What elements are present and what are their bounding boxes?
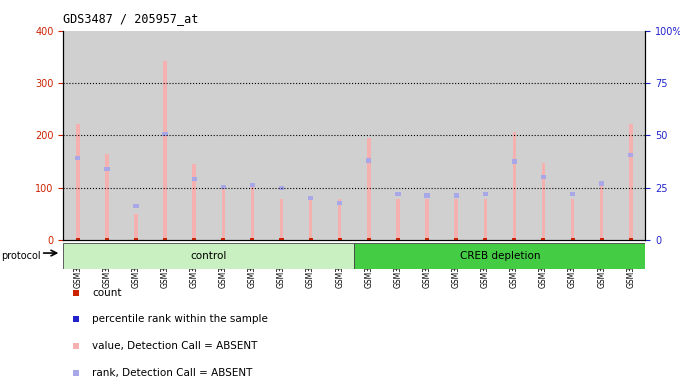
Bar bbox=[134, 238, 138, 240]
Bar bbox=[134, 214, 138, 240]
Bar bbox=[512, 238, 516, 240]
Bar bbox=[500, 31, 529, 240]
Bar bbox=[279, 238, 284, 240]
Bar bbox=[105, 238, 109, 240]
Bar bbox=[424, 194, 430, 198]
Text: control: control bbox=[190, 251, 227, 261]
Bar bbox=[133, 204, 139, 208]
Bar bbox=[600, 185, 603, 240]
Bar bbox=[425, 199, 429, 240]
Bar bbox=[105, 154, 109, 240]
Bar bbox=[571, 238, 575, 240]
Bar bbox=[354, 243, 645, 269]
Bar bbox=[367, 238, 371, 240]
Bar bbox=[104, 167, 109, 172]
Bar bbox=[396, 199, 400, 240]
Bar bbox=[454, 238, 458, 240]
Bar bbox=[308, 196, 313, 200]
Bar bbox=[309, 238, 313, 240]
Bar bbox=[338, 238, 342, 240]
Bar bbox=[221, 185, 226, 189]
Bar bbox=[529, 31, 558, 240]
Text: GDS3487 / 205957_at: GDS3487 / 205957_at bbox=[63, 12, 199, 25]
Bar bbox=[425, 238, 429, 240]
Bar bbox=[441, 31, 471, 240]
Bar bbox=[163, 61, 167, 240]
Bar bbox=[337, 201, 342, 205]
Bar bbox=[541, 238, 545, 240]
Bar bbox=[63, 31, 92, 240]
Bar bbox=[63, 243, 354, 269]
Bar bbox=[150, 31, 180, 240]
Bar bbox=[325, 31, 354, 240]
Text: protocol: protocol bbox=[1, 251, 41, 261]
Bar bbox=[628, 153, 633, 157]
Bar bbox=[238, 31, 267, 240]
Bar bbox=[92, 31, 122, 240]
Bar bbox=[629, 238, 633, 240]
Bar bbox=[483, 199, 487, 240]
Bar bbox=[483, 192, 488, 196]
Bar bbox=[367, 158, 371, 162]
Bar bbox=[616, 31, 645, 240]
Bar bbox=[192, 238, 197, 240]
Bar bbox=[309, 199, 312, 240]
Text: CREB depletion: CREB depletion bbox=[460, 251, 540, 261]
Text: value, Detection Call = ABSENT: value, Detection Call = ABSENT bbox=[92, 341, 258, 351]
Bar bbox=[75, 156, 80, 160]
Bar bbox=[629, 124, 632, 240]
Bar bbox=[395, 192, 401, 196]
Bar bbox=[571, 199, 575, 240]
Bar bbox=[599, 181, 605, 185]
Bar bbox=[396, 238, 400, 240]
Bar bbox=[296, 31, 325, 240]
Bar bbox=[454, 199, 458, 240]
Bar bbox=[122, 31, 150, 240]
Bar bbox=[192, 164, 196, 240]
Bar bbox=[222, 185, 225, 240]
Bar bbox=[209, 31, 238, 240]
Bar bbox=[587, 31, 616, 240]
Bar bbox=[267, 31, 296, 240]
Bar bbox=[471, 31, 500, 240]
Bar bbox=[542, 162, 545, 240]
Bar bbox=[354, 31, 384, 240]
Bar bbox=[513, 132, 516, 240]
Bar bbox=[75, 238, 80, 240]
Text: count: count bbox=[92, 288, 122, 298]
Bar bbox=[279, 199, 284, 240]
Bar bbox=[250, 238, 254, 240]
Bar bbox=[279, 185, 284, 190]
Bar bbox=[163, 132, 168, 136]
Bar bbox=[454, 194, 459, 198]
Bar bbox=[250, 183, 255, 187]
Text: percentile rank within the sample: percentile rank within the sample bbox=[92, 314, 268, 324]
Bar bbox=[163, 238, 167, 240]
Bar bbox=[570, 192, 575, 196]
Bar bbox=[413, 31, 441, 240]
Bar bbox=[338, 199, 341, 240]
Text: rank, Detection Call = ABSENT: rank, Detection Call = ABSENT bbox=[92, 368, 253, 378]
Bar bbox=[512, 159, 517, 164]
Bar bbox=[192, 177, 197, 181]
Bar bbox=[483, 238, 488, 240]
Bar bbox=[600, 238, 604, 240]
Bar bbox=[76, 124, 80, 240]
Bar bbox=[541, 175, 546, 179]
Bar bbox=[384, 31, 413, 240]
Bar bbox=[251, 185, 254, 240]
Bar bbox=[221, 238, 225, 240]
Bar bbox=[180, 31, 209, 240]
Bar bbox=[367, 138, 371, 240]
Bar bbox=[558, 31, 587, 240]
